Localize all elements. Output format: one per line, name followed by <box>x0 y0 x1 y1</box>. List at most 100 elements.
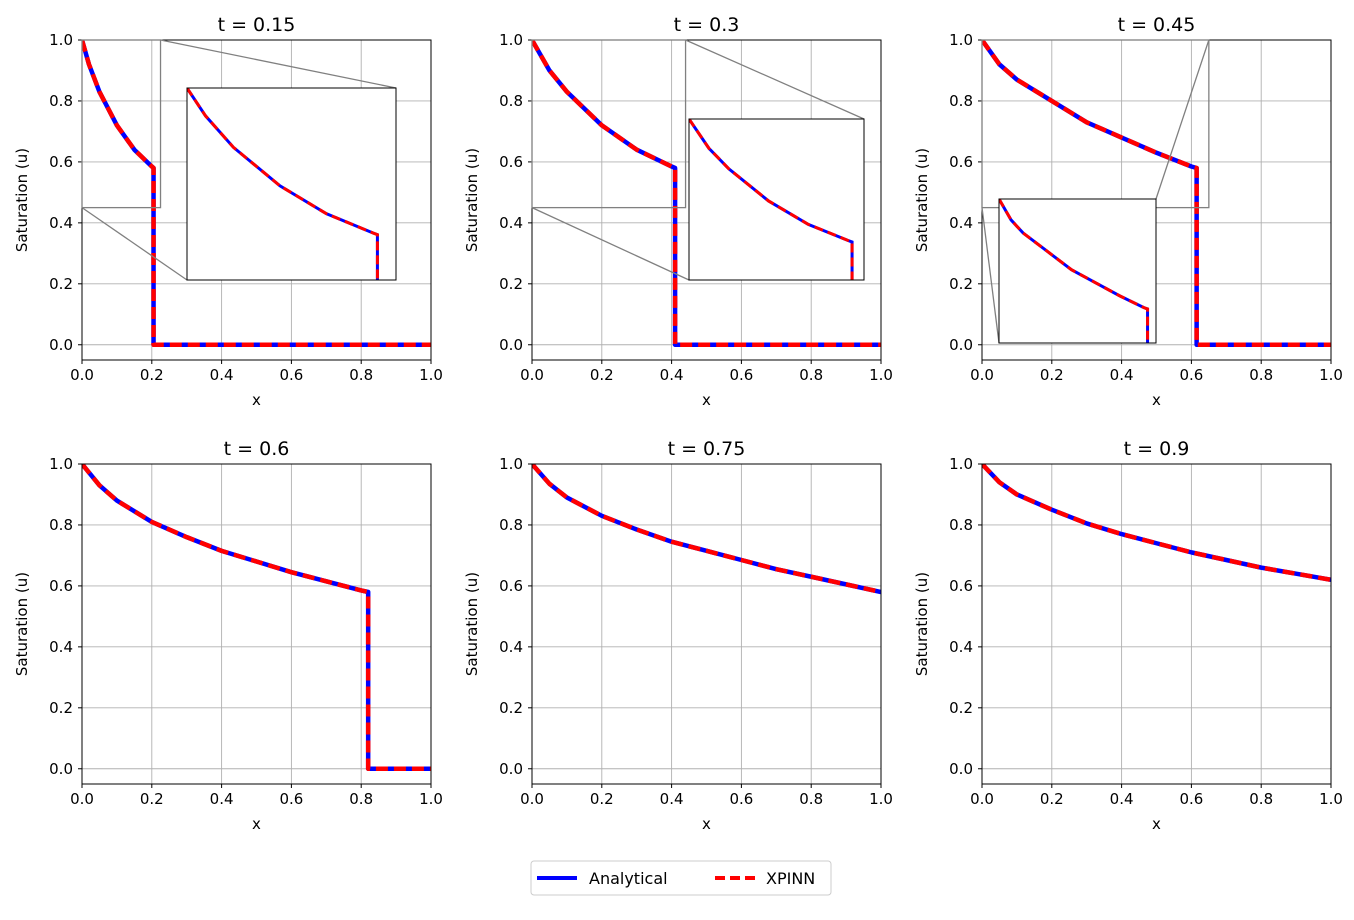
x-tick-label: 0.2 <box>590 366 614 384</box>
y-tick-label: 0.4 <box>499 214 523 232</box>
x-tick-label: 0.0 <box>520 366 544 384</box>
y-tick-label: 0.2 <box>949 275 973 293</box>
x-axis-label: x <box>1152 815 1161 833</box>
y-tick-label: 0.4 <box>499 638 523 656</box>
x-tick-label: 0.4 <box>660 790 684 808</box>
y-tick-label: 0.8 <box>949 92 973 110</box>
inset-frame <box>688 118 865 281</box>
y-tick-label: 0.8 <box>49 516 73 534</box>
axes-frame <box>531 463 882 785</box>
subplot-3: 0.0 0.2 0.4 0.6 0.8 1.0 0.0 0.2 0.4 0.6 0.8 1.0 t = … <box>913 14 1343 409</box>
y-tick-label: 1.0 <box>49 455 73 473</box>
y-axis-label: Saturation (u) <box>13 148 31 252</box>
inset-connector-line <box>1155 39 1210 200</box>
xpinn-line <box>982 464 1331 583</box>
subplot-5: 0.0 0.2 0.4 0.6 0.8 1.0 0.0 0.2 0.4 0.6 0.8 1.0 t = … <box>463 438 893 833</box>
y-tick-label: 0.8 <box>49 92 73 110</box>
y-tick-label: 0.6 <box>49 577 73 595</box>
x-tick-label: 0.2 <box>1040 790 1064 808</box>
x-tick-label: 0.0 <box>70 366 94 384</box>
x-tick-label: 0.0 <box>970 790 994 808</box>
y-axis-label: Saturation (u) <box>913 148 931 252</box>
y-tick-label: 0.2 <box>949 699 973 717</box>
x-tick-label: 1.0 <box>869 366 893 384</box>
x-tick-label: 1.0 <box>419 790 443 808</box>
y-tick-label: 0.8 <box>499 92 523 110</box>
inset-axes <box>688 118 865 281</box>
y-tick-label: 0.0 <box>49 336 73 354</box>
y-axis-label: Saturation (u) <box>463 572 481 676</box>
zoom-region-rect <box>531 39 687 209</box>
x-tick-label: 0.0 <box>970 366 994 384</box>
y-axis-label: Saturation (u) <box>913 572 931 676</box>
x-tick-label: 0.2 <box>1040 366 1064 384</box>
y-tick-label: 0.0 <box>499 336 523 354</box>
y-tick-label: 0.0 <box>49 760 73 778</box>
x-tick-label: 0.4 <box>660 366 684 384</box>
y-tick-label: 0.8 <box>949 516 973 534</box>
x-tick-label: 0.0 <box>70 790 94 808</box>
x-axis-label: x <box>702 391 711 409</box>
x-tick-label: 0.0 <box>520 790 544 808</box>
inset-axes <box>998 198 1157 344</box>
legend-analytical-label: Analytical <box>589 869 668 888</box>
inset-xpinn-line <box>187 88 379 280</box>
y-tick-label: 0.2 <box>49 699 73 717</box>
y-tick-label: 0.4 <box>949 638 973 656</box>
x-tick-label: 0.2 <box>140 790 164 808</box>
subplot-grid: 0.0 0.2 0.4 0.6 0.8 1.0 0.0 0.2 0.4 0.6 0.8 1.0 t = … <box>13 14 1343 833</box>
y-tick-label: 0.6 <box>49 153 73 171</box>
inset-background <box>689 119 864 280</box>
x-axis-label: x <box>252 815 261 833</box>
y-tick-label: 0.6 <box>499 577 523 595</box>
y-tick-label: 0.6 <box>949 153 973 171</box>
xpinn-line <box>532 40 881 348</box>
x-tick-label: 0.8 <box>349 366 373 384</box>
inset-frame <box>186 87 397 281</box>
analytical-line <box>82 40 431 348</box>
inset-xpinn-line <box>689 119 854 280</box>
y-axis-label: Saturation (u) <box>463 148 481 252</box>
inset-connector-line <box>81 207 188 281</box>
x-tick-label: 0.6 <box>1179 366 1203 384</box>
xpinn-line <box>82 464 431 772</box>
y-tick-label: 1.0 <box>49 31 73 49</box>
zoom-region-rect <box>81 39 162 209</box>
x-tick-label: 0.4 <box>210 366 234 384</box>
inset-background <box>187 88 396 280</box>
y-tick-label: 1.0 <box>499 455 523 473</box>
y-tick-label: 0.8 <box>499 516 523 534</box>
inset-xpinn-line <box>999 199 1150 343</box>
subplot-title: t = 0.3 <box>674 14 740 36</box>
x-tick-label: 0.4 <box>1110 366 1134 384</box>
x-tick-label: 0.4 <box>1110 790 1134 808</box>
y-tick-label: 0.2 <box>499 699 523 717</box>
subplot-6: 0.0 0.2 0.4 0.6 0.8 1.0 0.0 0.2 0.4 0.6 0.8 1.0 t = … <box>913 438 1343 833</box>
y-tick-label: 0.2 <box>499 275 523 293</box>
subplot-title: t = 0.45 <box>1118 14 1196 36</box>
x-tick-label: 0.8 <box>349 790 373 808</box>
subplot-title: t = 0.15 <box>218 14 296 36</box>
axes-frame <box>81 463 432 785</box>
x-tick-label: 0.6 <box>1179 790 1203 808</box>
x-tick-label: 0.6 <box>729 366 753 384</box>
x-tick-label: 0.8 <box>799 790 823 808</box>
legend: Analytical XPINN <box>530 860 832 896</box>
xpinn-line <box>532 464 881 595</box>
inset-axes <box>186 87 397 281</box>
x-axis-label: x <box>702 815 711 833</box>
y-tick-label: 0.2 <box>49 275 73 293</box>
y-tick-label: 1.0 <box>949 31 973 49</box>
legend-frame <box>530 860 832 896</box>
subplot-title: t = 0.6 <box>224 438 290 460</box>
x-tick-label: 0.2 <box>590 790 614 808</box>
subplot-1: 0.0 0.2 0.4 0.6 0.8 1.0 0.0 0.2 0.4 0.6 0.8 1.0 t = … <box>13 14 443 409</box>
inset-connector-line <box>685 39 865 120</box>
y-tick-label: 1.0 <box>499 31 523 49</box>
inset-connector-line <box>531 207 690 281</box>
x-tick-label: 0.6 <box>279 790 303 808</box>
x-tick-label: 1.0 <box>869 790 893 808</box>
x-tick-label: 0.4 <box>210 790 234 808</box>
subplot-4: 0.0 0.2 0.4 0.6 0.8 1.0 0.0 0.2 0.4 0.6 0.8 1.0 t = … <box>13 438 443 833</box>
